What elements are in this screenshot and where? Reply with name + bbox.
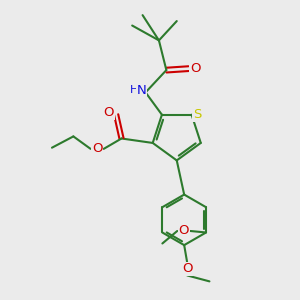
Text: O: O [178, 224, 189, 238]
Text: S: S [193, 108, 201, 121]
Text: O: O [190, 62, 200, 75]
Text: O: O [103, 106, 114, 119]
Text: O: O [182, 262, 192, 275]
Text: O: O [92, 142, 102, 155]
Text: N: N [136, 83, 146, 97]
Text: H: H [130, 85, 138, 95]
